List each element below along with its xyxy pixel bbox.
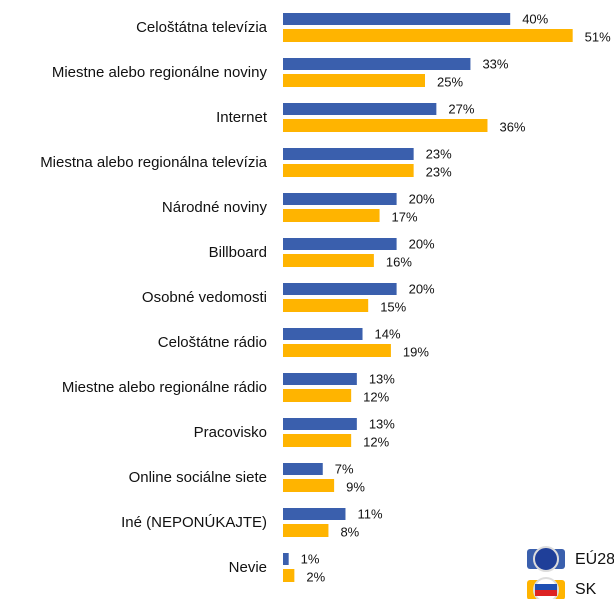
category-label: Billboard <box>209 244 267 261</box>
value-label: 13% <box>369 416 395 431</box>
value-label: 25% <box>437 74 463 89</box>
category-label: Pracovisko <box>194 424 267 441</box>
sk-flag-stripe <box>535 590 557 596</box>
bar <box>283 418 357 430</box>
bar <box>283 479 335 492</box>
value-label: 11% <box>357 506 382 521</box>
value-label: 19% <box>403 344 429 359</box>
value-label: 36% <box>499 119 525 134</box>
value-label: 2% <box>306 569 325 584</box>
value-label: 40% <box>522 11 548 26</box>
bar <box>283 29 573 42</box>
legend: EÚ28 SK <box>527 546 614 599</box>
category-label: Iné (NEPONÚKAJTE) <box>121 514 267 531</box>
bar <box>283 283 397 295</box>
bar <box>283 344 391 357</box>
bar <box>283 58 471 70</box>
bar <box>283 148 414 160</box>
value-label: 13% <box>369 371 395 386</box>
value-label: 20% <box>409 281 435 296</box>
category-label: Internet <box>216 109 268 126</box>
value-label: 8% <box>340 524 359 539</box>
value-label: 14% <box>375 326 401 341</box>
bar <box>283 238 397 250</box>
bar <box>283 434 352 447</box>
value-label: 12% <box>363 389 389 404</box>
category-label: Osobné vedomosti <box>142 289 267 306</box>
bar <box>283 524 329 537</box>
category-label: Miestne alebo regionálne noviny <box>52 64 268 81</box>
bar <box>283 103 437 115</box>
value-label: 27% <box>448 101 474 116</box>
value-label: 23% <box>426 164 452 179</box>
bar <box>283 463 323 475</box>
bar <box>283 74 425 87</box>
value-label: 51% <box>585 29 611 44</box>
value-label: 16% <box>386 254 412 269</box>
bar <box>283 328 363 340</box>
value-label: 9% <box>346 479 365 494</box>
value-label: 15% <box>380 299 406 314</box>
sk-flag-stripe <box>535 584 557 590</box>
bar <box>283 254 374 267</box>
value-label: 33% <box>482 56 508 71</box>
bar <box>283 553 289 565</box>
category-label: Miestne alebo regionálne rádio <box>62 379 267 396</box>
category-label: Miestna alebo regionálna televízia <box>40 154 267 171</box>
value-label: 17% <box>392 209 418 224</box>
bar <box>283 389 352 402</box>
bar <box>283 13 511 25</box>
value-label: 1% <box>301 551 320 566</box>
category-label: Nevie <box>229 559 267 576</box>
bar <box>283 209 380 222</box>
value-label: 20% <box>409 191 435 206</box>
bar <box>283 193 397 205</box>
value-label: 7% <box>335 461 354 476</box>
category-label: Celoštátne rádio <box>158 334 267 351</box>
legend-label: SK <box>575 581 597 598</box>
bar <box>283 119 488 132</box>
legend-label: EÚ28 <box>575 549 614 568</box>
bar <box>283 569 295 582</box>
category-label: Online sociálne siete <box>129 469 267 486</box>
value-label: 23% <box>426 146 452 161</box>
value-label: 12% <box>363 434 389 449</box>
bar <box>283 299 369 312</box>
bar <box>283 373 357 385</box>
bar <box>283 164 414 177</box>
bar <box>283 508 346 520</box>
category-label: Národné noviny <box>162 199 268 216</box>
eu-flag <box>533 546 559 572</box>
category-label: Celoštátna televízia <box>136 19 268 36</box>
value-label: 20% <box>409 236 435 251</box>
